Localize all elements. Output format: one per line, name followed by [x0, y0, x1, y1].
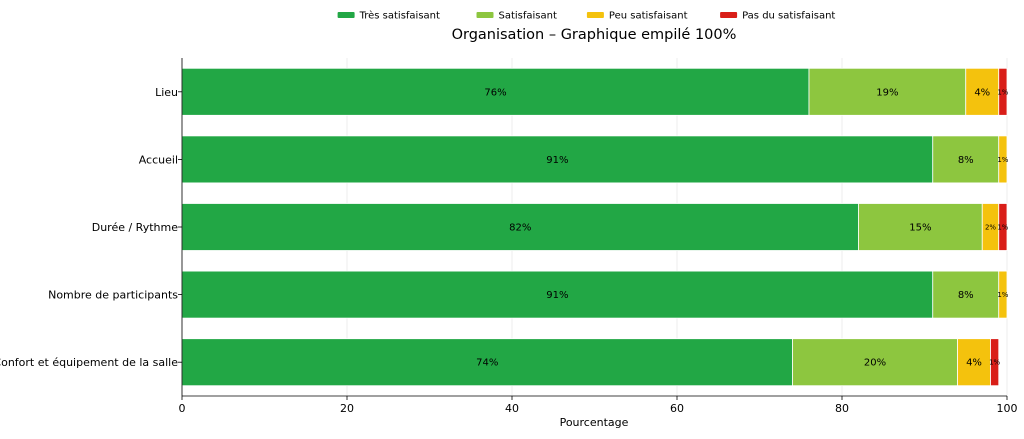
bar-segment-peu-satisfaisant-nombre-de-participants	[998, 270, 1008, 319]
data-label: 1%	[997, 223, 1008, 231]
bar-segment-tres-satisfaisant-duree-rythme	[181, 203, 859, 251]
bar-segment-tres-satisfaisant-confort-et-equipement-de-la-salle	[181, 338, 793, 387]
x-tick-label: 20	[340, 402, 354, 415]
x-tick-label: 60	[670, 402, 684, 415]
legend-swatch-satisfaisant	[476, 12, 494, 18]
x-tick-label: 80	[835, 402, 849, 415]
bar-segment-pas-du-satisfaisant-confort-et-equipement-de-la-salle	[990, 338, 1000, 387]
legend-swatch-pas-du-satisfaisant	[720, 12, 738, 18]
bar-segment-satisfaisant-accueil	[932, 135, 1000, 184]
data-label: 1%	[989, 359, 1000, 367]
bar-segment-tres-satisfaisant-accueil	[181, 135, 934, 184]
data-label: 15%	[909, 223, 931, 234]
chart-title: Organisation – Graphique empilé 100%	[452, 27, 737, 43]
x-axis-label: Pourcentage	[560, 416, 629, 429]
data-label: 91%	[546, 155, 568, 166]
x-tick-label: 0	[179, 402, 186, 415]
category-label: Lieu	[155, 86, 178, 99]
data-label: 8%	[958, 290, 974, 301]
category-label: Confort et équipement de la salle	[0, 356, 178, 369]
legend-swatch-peu-satisfaisant	[586, 12, 604, 18]
data-label: 76%	[484, 87, 506, 98]
data-label: 20%	[864, 358, 886, 369]
legend-label: Très satisfaisant	[359, 10, 440, 22]
bar-segment-satisfaisant-nombre-de-participants	[932, 270, 1000, 319]
bar-segment-peu-satisfaisant-accueil	[998, 135, 1008, 184]
category-label: Nombre de participants	[48, 289, 178, 302]
bar-segment-tres-satisfaisant-nombre-de-participants	[181, 270, 934, 319]
data-label: 4%	[974, 87, 990, 98]
data-label: 2%	[985, 223, 996, 231]
data-label: 19%	[876, 87, 898, 98]
data-label: 74%	[476, 358, 498, 369]
data-label: 8%	[958, 155, 974, 166]
bar-segment-pas-du-satisfaisant-duree-rythme	[998, 203, 1008, 251]
legend-swatch-tres-satisfaisant	[337, 12, 355, 18]
legend-label: Peu satisfaisant	[609, 11, 688, 22]
x-tick-label: 100	[997, 402, 1018, 415]
chart-legend: Très satisfaisant Satisfaisant Peu satisfa…	[337, 10, 835, 22]
data-label: 1%	[997, 88, 1008, 96]
x-tick-label: 40	[505, 402, 519, 415]
data-label: 4%	[966, 358, 982, 369]
y-axis: Lieu Accueil Durée / Rythme Nombre de parti…	[0, 58, 183, 396]
bar-segment-pas-du-satisfaisant-lieu	[998, 67, 1008, 116]
x-axis: 0 20 40 60 80 100	[179, 395, 1018, 415]
data-label: 1%	[997, 291, 1008, 299]
bar-segment-satisfaisant-confort-et-equipement-de-la-salle	[792, 338, 958, 387]
data-label: 82%	[509, 223, 531, 234]
category-label: Durée / Rythme	[92, 221, 179, 234]
legend-label: Pas du satisfaisant	[742, 11, 835, 22]
bar-segment-peu-satisfaisant-confort-et-equipement-de-la-salle	[957, 338, 991, 387]
bars: 76% 19% 4% 1%91% 8% 1%82% 15% 2% 1%91% 8% 1%74% 20%…	[181, 67, 1009, 387]
category-label: Accueil	[139, 153, 178, 166]
data-label: 1%	[997, 156, 1008, 164]
data-label: 91%	[546, 290, 568, 301]
legend-label: Satisfaisant	[499, 11, 557, 22]
bar-segment-tres-satisfaisant-lieu	[181, 67, 810, 116]
